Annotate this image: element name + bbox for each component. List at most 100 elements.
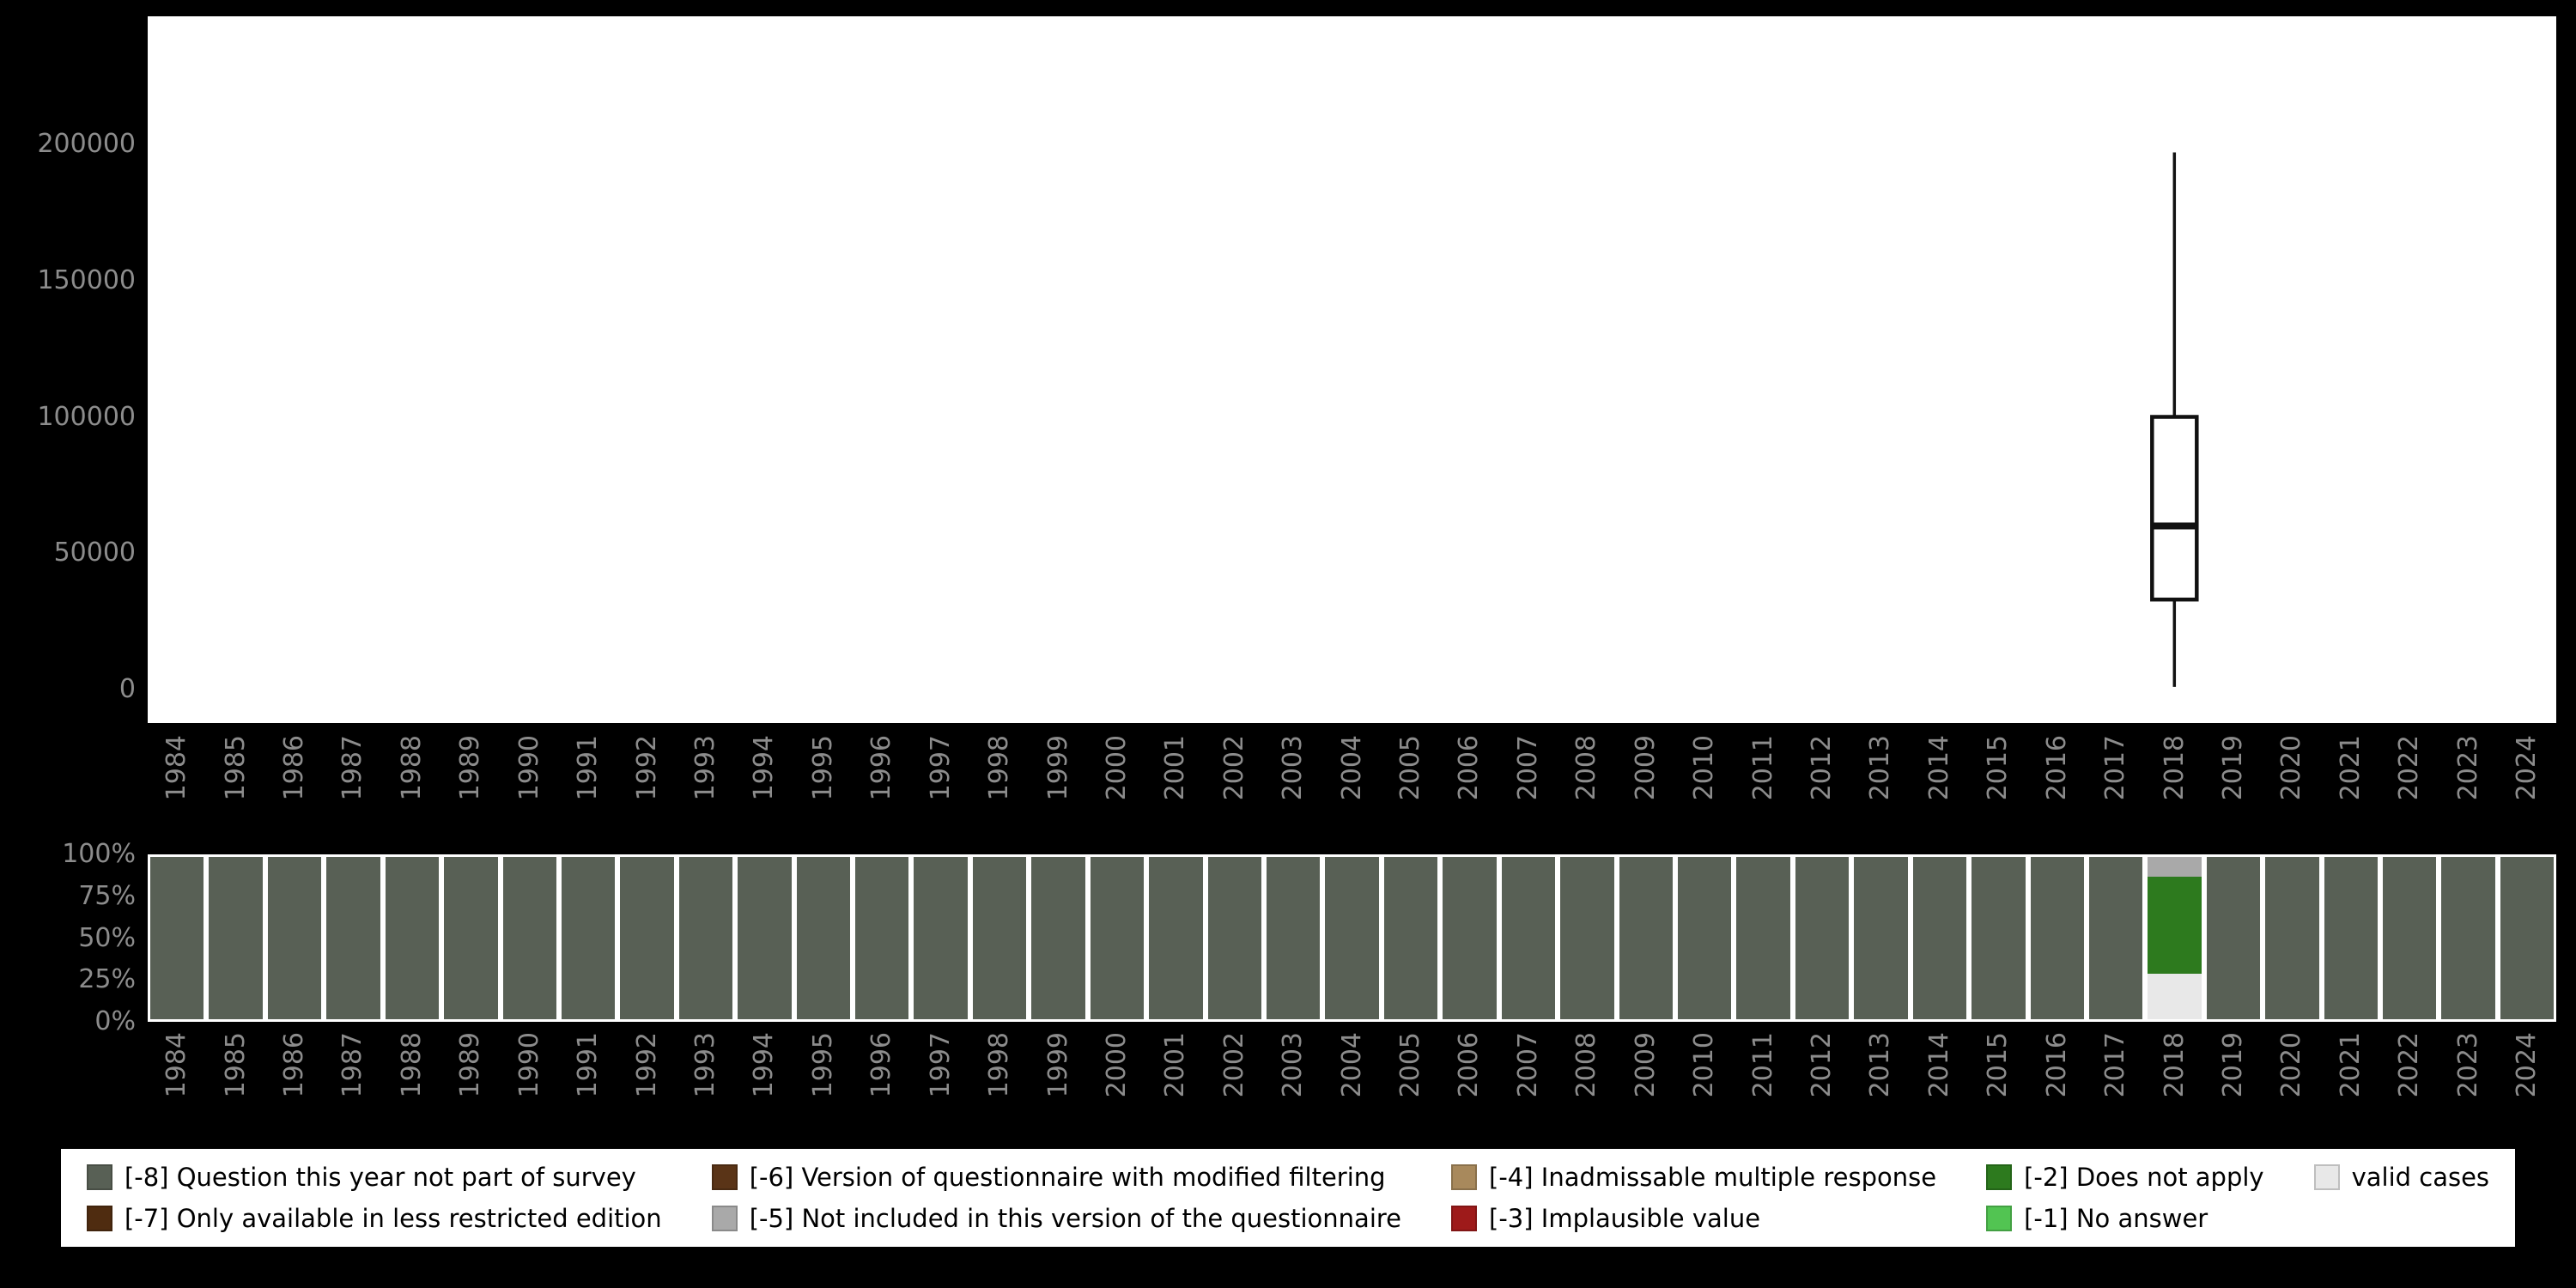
x-axis-label-cell: 2000 xyxy=(1088,735,1146,836)
stacked-bar-2006 xyxy=(1440,854,1499,1022)
x-axis-label: 1988 xyxy=(396,1032,427,1098)
x-axis-label: 2019 xyxy=(2217,735,2248,801)
bar-segment xyxy=(1854,857,1908,1019)
x-axis-label: 2010 xyxy=(1689,1032,1720,1098)
x-axis-label: 2005 xyxy=(1395,1032,1426,1098)
legend-label: [-1] No answer xyxy=(2024,1203,2208,1233)
x-axis-label-cell: 2021 xyxy=(2322,1032,2380,1133)
x-axis-label-cell: 1985 xyxy=(206,1032,264,1133)
legend-label: [-4] Inadmissable multiple response xyxy=(1489,1162,1937,1192)
x-axis-label-cell: 1997 xyxy=(911,735,969,836)
x-axis-label: 2019 xyxy=(2217,1032,2248,1098)
x-axis-label-cell: 1991 xyxy=(559,1032,617,1133)
stacked-bar-2018 xyxy=(2145,854,2204,1022)
stacked-bar-2000 xyxy=(1087,854,1147,1022)
x-axis-label: 2023 xyxy=(2452,735,2483,801)
x-axis-label: 2000 xyxy=(1101,735,1132,801)
stacked-bar-1988 xyxy=(382,854,442,1022)
x-axis-label-cell: 1999 xyxy=(1029,735,1087,836)
legend-item: [-2] Does not apply xyxy=(1986,1164,2264,1190)
stacked-bar-2002 xyxy=(1205,854,1265,1022)
x-axis-label-cell: 2015 xyxy=(1969,735,2027,836)
legend-swatch xyxy=(86,1164,112,1190)
bar-segment xyxy=(2148,857,2202,877)
boxplot-plot-area xyxy=(148,16,2556,723)
bar-segment xyxy=(1325,857,1379,1019)
stacked-bar-2007 xyxy=(1498,854,1558,1022)
x-axis-label-cell: 2019 xyxy=(2204,735,2263,836)
x-axis-label-cell: 1993 xyxy=(677,735,735,836)
x-axis-label: 2024 xyxy=(2512,1032,2543,1098)
stacked-bar-1997 xyxy=(911,854,970,1022)
x-axis-label-cell: 1986 xyxy=(265,735,324,836)
y-axis-tick-label: 0 xyxy=(118,674,136,704)
x-axis-label: 2014 xyxy=(1923,735,1954,801)
x-axis-label: 2013 xyxy=(1865,735,1896,801)
x-axis-label: 2020 xyxy=(2276,1032,2307,1098)
x-axis-label: 2021 xyxy=(2335,1032,2366,1098)
boxplot xyxy=(2150,152,2199,687)
x-axis-label: 2020 xyxy=(2276,735,2307,801)
x-axis-label-cell: 1988 xyxy=(383,735,441,836)
percent-axis-tick-label: 75% xyxy=(78,880,136,911)
legend-column: [-8] Question this year not part of surv… xyxy=(86,1162,662,1231)
x-axis-label-cell: 1987 xyxy=(324,735,382,836)
x-axis-label-cell: 2018 xyxy=(2145,1032,2203,1133)
stacked-bar-2022 xyxy=(2380,854,2439,1022)
x-axis-label: 1989 xyxy=(455,735,486,801)
legend-label: [-8] Question this year not part of surv… xyxy=(124,1162,636,1192)
x-axis-label: 1992 xyxy=(631,1032,662,1098)
x-axis-label: 1998 xyxy=(984,1032,1015,1098)
x-axis-label: 1989 xyxy=(455,1032,486,1098)
x-axis-label-cell: 2012 xyxy=(1793,735,1851,836)
legend-label: [-2] Does not apply xyxy=(2024,1162,2264,1192)
x-axis-label: 2015 xyxy=(1983,1032,2014,1098)
x-axis-label: 2017 xyxy=(2100,1032,2131,1098)
stacked-bar-2021 xyxy=(2321,854,2381,1022)
x-axis-label-cell: 1994 xyxy=(735,735,793,836)
legend-label: valid cases xyxy=(2351,1162,2490,1192)
bar-segment xyxy=(2148,974,2202,1019)
bar-segment xyxy=(1031,857,1085,1019)
x-axis-label-cell: 2011 xyxy=(1734,1032,1792,1133)
bar-segment xyxy=(444,857,498,1019)
x-axis-label: 2004 xyxy=(1336,1032,1367,1098)
x-axis-label: 2007 xyxy=(1512,1032,1543,1098)
bar-segment xyxy=(1971,857,2026,1019)
stacked-bar-2016 xyxy=(2027,854,2087,1022)
x-axis-label-cell: 1990 xyxy=(501,735,559,836)
x-axis-label-cell: 2003 xyxy=(1264,1032,1322,1133)
y-axis-tick-label: 150000 xyxy=(37,264,136,295)
x-axis-label-cell: 2018 xyxy=(2145,735,2203,836)
legend-item: [-4] Inadmissable multiple response xyxy=(1451,1164,1936,1190)
stacked-bars xyxy=(148,854,2557,1022)
x-axis-label: 1994 xyxy=(749,1032,780,1098)
bar-segment xyxy=(326,857,380,1019)
x-axis-label-cell: 2023 xyxy=(2439,1032,2497,1133)
legend-swatch xyxy=(2313,1164,2340,1190)
x-axis-label-cell: 2010 xyxy=(1675,735,1734,836)
x-axis-label-cell: 2016 xyxy=(2028,1032,2087,1133)
legend-item: [-5] Not included in this version of the… xyxy=(711,1206,1401,1231)
x-axis-label-cell: 2019 xyxy=(2204,1032,2263,1133)
stacked-bar-1998 xyxy=(969,854,1030,1022)
x-axis-label-cell: 2016 xyxy=(2028,735,2087,836)
x-axis-label: 1995 xyxy=(807,735,838,801)
legend-column: valid cases xyxy=(2313,1162,2490,1192)
percent-axis-tick-label: 0% xyxy=(94,1006,136,1036)
stacked-x-axis: 1984 1985 1986 1987 1988 1989 1990 1991 1992 1993… xyxy=(148,1032,2556,1133)
x-axis-label-cell: 2007 xyxy=(1499,735,1558,836)
x-axis-label: 2006 xyxy=(1454,735,1485,801)
x-axis-label: 1999 xyxy=(1042,1032,1073,1098)
stacked-bar-2013 xyxy=(1851,854,1911,1022)
bar-segment xyxy=(150,857,204,1019)
bar-segment xyxy=(2030,857,2084,1019)
legend-wrap: [-8] Question this year not part of surv… xyxy=(0,1149,2576,1247)
x-axis-label: 2014 xyxy=(1923,1032,1954,1098)
y-axis-tick-label: 50000 xyxy=(53,538,136,568)
x-axis-label: 2022 xyxy=(2394,735,2425,801)
bar-segment xyxy=(1207,857,1262,1019)
bar-segment xyxy=(2324,857,2379,1019)
x-axis-label-cell: 1986 xyxy=(265,1032,324,1133)
